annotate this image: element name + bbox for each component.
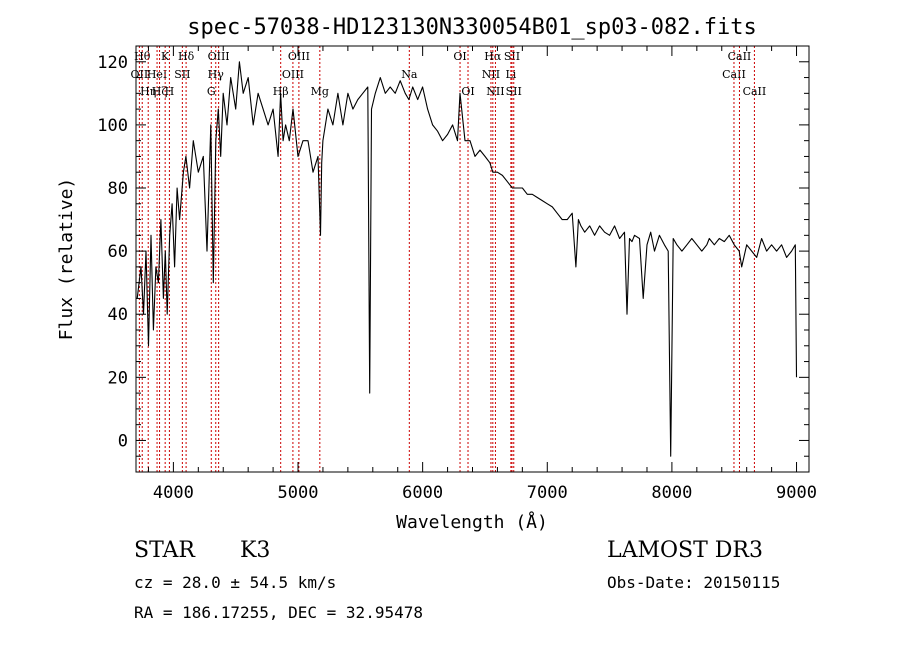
survey-name: LAMOST DR3 (607, 538, 763, 563)
line-marker-label-27: CaII (743, 85, 767, 98)
observation-date: Obs-Date: 20150115 (607, 573, 781, 592)
y-tick-label: 80 (108, 179, 128, 199)
y-tick-label: 0 (118, 431, 128, 451)
y-tick-label: 120 (97, 53, 128, 73)
x-axis-label: Wavelength (Å) (396, 511, 548, 533)
line-marker-label-12: Hβ (273, 85, 289, 98)
line-marker-label-7: SII (174, 68, 190, 81)
line-marker-label-14: OIII (288, 50, 310, 63)
line-marker-label-6: H (165, 85, 175, 98)
line-marker-label-0: Hθ (134, 50, 151, 63)
line-marker-label-5: K (161, 50, 170, 63)
line-marker-label-9: G (207, 85, 216, 98)
line-marker-label-13: OIII (282, 68, 304, 81)
line-marker-label-21: NII (486, 85, 504, 98)
y-tick-label: 100 (97, 116, 128, 136)
y-tick-label: 60 (108, 242, 128, 262)
coordinates: RA = 186.17255, DEC = 32.95478 (134, 603, 423, 622)
chart-title: spec-57038-HD123130N330054B01_sp03-082.f… (187, 15, 757, 40)
line-marker-label-2: OII (131, 68, 149, 81)
line-marker-label-22: Li (505, 68, 516, 81)
x-tick-label: 5000 (278, 483, 319, 503)
line-marker-label-16: Na (401, 68, 418, 81)
line-marker-label-10: Hγ (208, 68, 225, 81)
spectral-subclass: K3 (240, 538, 271, 563)
line-marker-label-18: OI (461, 85, 474, 98)
line-marker-label-3: HeI (147, 68, 167, 81)
x-tick-label: 6000 (402, 483, 443, 503)
x-tick-label: 7000 (527, 483, 568, 503)
y-tick-label: 20 (108, 368, 128, 388)
y-axis-label: Flux (relative) (56, 178, 77, 341)
line-marker-label-20: Hα (484, 50, 502, 63)
object-class: STAR (134, 538, 195, 563)
line-marker-label-19: NII (482, 68, 500, 81)
line-marker-label-17: OI (453, 50, 466, 63)
line-marker-label-23: SII (504, 50, 520, 63)
plot-area-frame (135, 45, 810, 473)
y-axis: 0 20 40 60 80 100 120 (97, 45, 809, 457)
line-marker-label-26: CaII (728, 50, 752, 63)
redshift-cz: cz = 28.0 ± 54.5 km/s (134, 573, 337, 592)
line-marker-label-25: CaII (722, 68, 746, 81)
line-marker-label-11: OIII (208, 50, 230, 63)
spectrum-line (136, 61, 798, 457)
line-marker-label-15: Mg (311, 85, 329, 98)
x-tick-label: 8000 (651, 483, 692, 503)
line-marker-label-4: Hζ (152, 85, 168, 98)
y-tick-label: 40 (108, 305, 128, 325)
line-marker-label-1: Hη (140, 85, 156, 98)
line-marker-label-8: Hδ (178, 50, 195, 63)
x-axis: 4000 5000 6000 7000 8000 9000 (147, 46, 817, 503)
x-tick-label: 9000 (776, 483, 817, 503)
line-marker-label-24: SII (506, 85, 522, 98)
x-tick-label: 4000 (153, 483, 194, 503)
